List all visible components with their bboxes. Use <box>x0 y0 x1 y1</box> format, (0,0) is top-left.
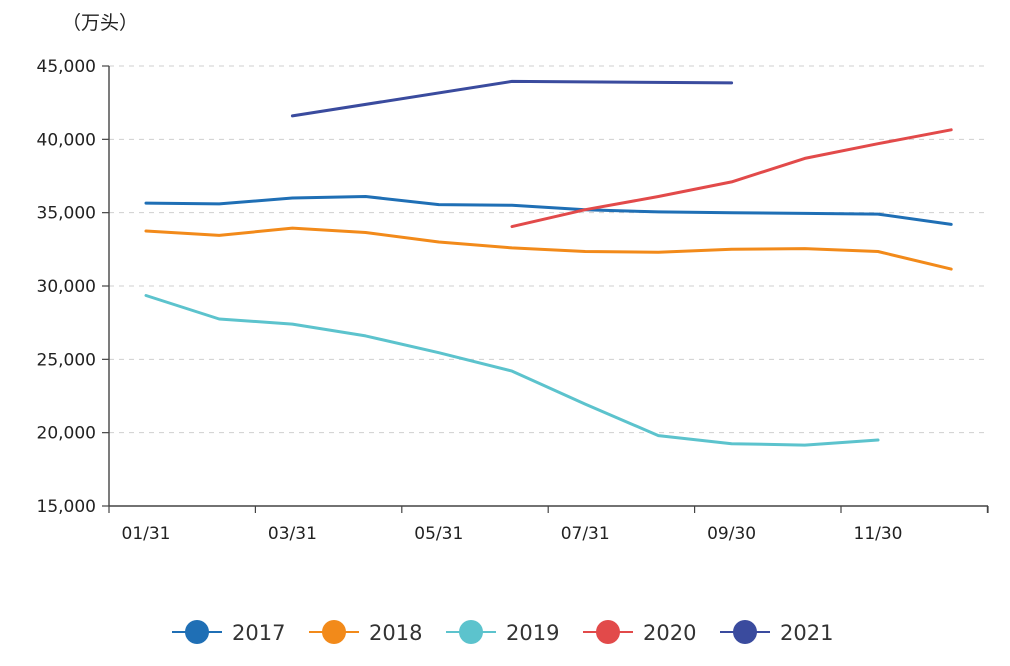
x-tick-label: 09/30 <box>707 524 756 544</box>
y-axis-ticks: 15,000 20,000 25,000 30,000 35,000 40,000 45,0… <box>37 57 109 517</box>
y-tick-label: 45,000 <box>37 57 96 77</box>
series-lines <box>144 79 953 447</box>
legend: 2017 2018 2019 2020 2021 <box>172 620 833 645</box>
series-line-2020 <box>510 128 953 229</box>
legend-swatch-dot <box>733 620 757 644</box>
legend-label: 2020 <box>643 621 696 645</box>
y-tick-label: 30,000 <box>37 277 96 297</box>
x-tick-label: 01/31 <box>122 524 171 544</box>
x-axis-ticks: 01/31 03/31 05/31 07/31 09/30 11/30 <box>108 506 989 544</box>
legend-item-2020[interactable]: 2020 <box>583 620 696 645</box>
legend-swatch-dot <box>185 620 209 644</box>
y-tick-label: 25,000 <box>37 350 96 370</box>
series-line-2018 <box>144 226 953 271</box>
x-tick-label: 11/30 <box>854 524 903 544</box>
x-tick-label: 07/31 <box>561 524 610 544</box>
x-tick-label: 03/31 <box>268 524 317 544</box>
legend-swatch-dot <box>596 620 620 644</box>
y-tick-label: 35,000 <box>37 204 96 224</box>
y-tick-label: 40,000 <box>37 130 96 150</box>
y-axis-unit-label: （万头） <box>62 12 138 34</box>
legend-label: 2019 <box>506 621 559 645</box>
series-line-2017 <box>144 195 953 226</box>
series-line-2021 <box>290 79 734 118</box>
legend-label: 2017 <box>232 621 285 645</box>
series-line-2019 <box>144 294 880 447</box>
legend-swatch-dot <box>459 620 483 644</box>
legend-swatch-dot <box>322 620 346 644</box>
legend-item-2021[interactable]: 2021 <box>720 620 833 645</box>
legend-item-2019[interactable]: 2019 <box>446 620 559 645</box>
legend-item-2018[interactable]: 2018 <box>309 620 422 645</box>
y-tick-label: 15,000 <box>37 497 96 517</box>
y-tick-label: 20,000 <box>37 424 96 444</box>
x-tick-label: 05/31 <box>414 524 463 544</box>
legend-label: 2021 <box>780 621 833 645</box>
legend-item-2017[interactable]: 2017 <box>172 620 285 645</box>
legend-label: 2018 <box>369 621 422 645</box>
